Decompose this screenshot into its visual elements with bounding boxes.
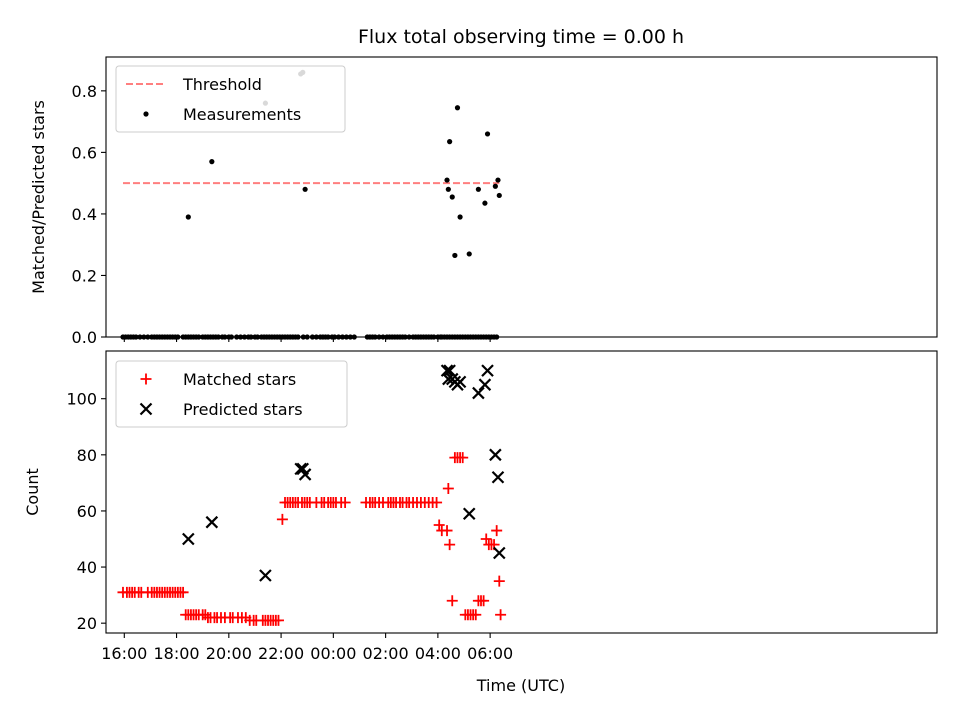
count-series-predicted-stars-point (462, 507, 476, 521)
ratio-series-measurements-point (302, 186, 308, 192)
x-tick-label: 22:00 (258, 644, 304, 663)
count-series-predicted-stars-point (182, 532, 195, 546)
count-series-predicted-stars (182, 364, 506, 582)
count-series-matched-stars-point (491, 525, 503, 537)
ratio-legend-measurements-label: Measurements (183, 105, 301, 124)
count-y-axis-label: Count (23, 468, 42, 516)
count-series-matched-stars-point (431, 497, 443, 509)
ratio-series-measurements-point (475, 186, 481, 192)
count-series-matched-stars-point (470, 609, 482, 621)
ratio-series-measurements-point (444, 177, 450, 183)
count-legend-predicted-stars-label: Predicted stars (183, 400, 303, 419)
count-y-tick-label: 20 (77, 614, 97, 633)
count-series-predicted-stars-point (472, 386, 485, 400)
ratio-series-measurements-point (492, 183, 498, 189)
x-axis-label: Time (UTC) (476, 676, 565, 695)
ratio-legend: Threshold Measurements (115, 65, 346, 133)
ratio-axes-frame (105, 56, 938, 338)
ratio-series-measurements-point (452, 252, 458, 259)
count-series-matched-stars-point (493, 575, 505, 587)
x-tick-label: 20:00 (206, 644, 252, 663)
ratio-y-tick-label: 0.4 (72, 205, 97, 224)
count-y-tick-label: 100 (66, 390, 97, 409)
count-series-matched-stars-point (495, 609, 507, 621)
x-tick-label: 06:00 (467, 644, 513, 663)
count-series-predicted-stars-point (205, 515, 219, 529)
ratio-y-tick-label: 0.0 (72, 328, 97, 347)
x-tick-label: 04:00 (415, 644, 461, 663)
count-series-matched-stars-point (444, 539, 456, 551)
ratio-panel: 0.0 0.2 0.4 0.6 0.8 Matched/Predicted stars Th… (29, 56, 938, 347)
ratio-y-tick-label: 0.6 (72, 143, 97, 162)
ratio-series-measurements-point (466, 251, 472, 257)
ratio-series-measurements-point (457, 214, 463, 220)
count-series-matched-stars-point (442, 482, 454, 494)
x-tick-label: 00:00 (310, 644, 356, 663)
count-panel: 20 40 60 80 100 16:00 18:00 20:00 22:00 00:00 02:0… (23, 350, 938, 663)
count-series-matched-stars-point (177, 586, 189, 598)
ratio-data-area (120, 69, 502, 340)
count-axes-frame (105, 350, 938, 634)
ratio-y-tick-label: 0.2 (72, 266, 97, 285)
ratio-legend-threshold-label: Threshold (182, 75, 262, 94)
count-series-predicted-stars-point (453, 375, 467, 389)
count-series-predicted-stars-point (493, 546, 506, 560)
ratio-series-measurements-point (496, 192, 502, 199)
count-series-predicted-stars-point (298, 468, 312, 481)
count-legend-matched-stars-label: Matched stars (183, 370, 296, 389)
count-series-predicted-stars-point (481, 364, 494, 377)
count-series-matched-stars-point (272, 614, 284, 626)
count-series-matched-stars-point (457, 452, 469, 464)
ratio-series-measurements-point (185, 214, 191, 220)
count-legend-matched-stars-handle (140, 373, 152, 385)
count-y-tick-label: 60 (77, 502, 97, 521)
count-y-tick-label: 40 (77, 558, 97, 577)
count-series-predicted-stars-point (478, 378, 492, 391)
count-series-matched-stars-point (480, 533, 492, 545)
count-series-predicted-stars-point (489, 448, 502, 462)
x-tick-label: 02:00 (363, 644, 409, 663)
count-series-matched-stars-point (276, 513, 288, 525)
ratio-legend-box (115, 65, 346, 133)
ratio-legend-measurements-handle (143, 111, 149, 117)
ratio-series-measurements-point (447, 139, 453, 145)
count-series-predicted-stars-point (259, 569, 272, 582)
count-legend-box (115, 360, 348, 428)
ratio-series-measurements-point (495, 177, 501, 183)
ratio-series-measurements-point (484, 131, 491, 137)
count-legend-predicted-stars-handle (139, 402, 153, 416)
ratio-series-measurements-point (445, 186, 451, 192)
count-series-matched-stars-point (441, 525, 453, 537)
x-tick-label: 18:00 (154, 644, 200, 663)
count-series-matched-stars-point (478, 595, 490, 607)
count-series-matched-stars-point (446, 595, 458, 607)
count-data-area (117, 364, 507, 626)
count-series-matched-stars-point (339, 497, 351, 509)
ratio-series-measurements-point (209, 159, 215, 165)
x-tick-label: 16:00 (101, 644, 147, 663)
count-series-matched-stars-point (433, 519, 445, 531)
ratio-series-measurements (120, 69, 502, 340)
ratio-y-axis-label: Matched/Predicted stars (29, 100, 48, 294)
ratio-y-tick-label: 0.8 (72, 82, 97, 101)
count-series-predicted-stars-point (443, 364, 456, 377)
ratio-series-measurements-point (449, 194, 455, 200)
count-legend: Matched stars Predicted stars (115, 360, 348, 428)
count-series-matched-stars (117, 452, 507, 626)
count-series-predicted-stars-point (491, 470, 505, 484)
ratio-series-measurements-point (482, 200, 488, 206)
count-y-tick-label: 80 (77, 446, 97, 465)
ratio-series-measurements-point (454, 105, 461, 111)
chart-title: Flux total observing time = 0.00 h (358, 26, 684, 48)
